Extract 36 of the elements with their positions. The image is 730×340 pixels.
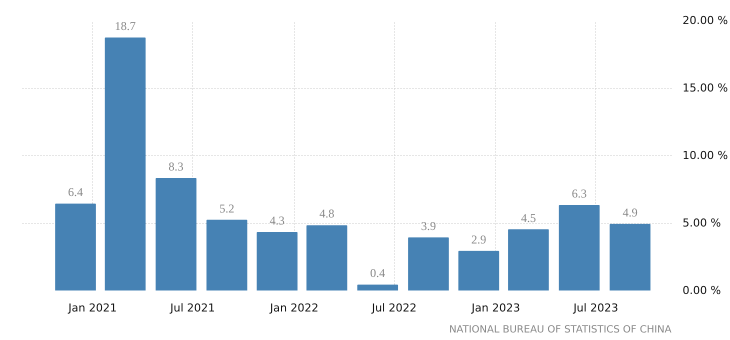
data-label: 5.2	[219, 201, 234, 216]
data-label: 18.7	[114, 19, 136, 34]
y-tick-label: 10.00 %	[682, 149, 728, 162]
x-tick-label: Jan 2023	[470, 302, 520, 314]
bar	[508, 229, 549, 290]
text: NATIONAL BUREAU OF STATISTICS OF CHINA	[449, 324, 672, 336]
y-tick-label: 0.00 %	[682, 284, 721, 297]
bar	[357, 284, 398, 290]
x-tick-label: Jul 2021	[169, 302, 216, 314]
data-label: 4.8	[319, 206, 334, 221]
bar	[610, 224, 650, 290]
x-tick-label: Jul 2022	[370, 302, 417, 314]
x-tick-label: Jul 2023	[572, 302, 618, 314]
bar	[458, 250, 500, 290]
bar	[206, 220, 248, 290]
data-label: 4.3	[270, 213, 285, 228]
y-tick-label: 20.00 %	[682, 14, 728, 27]
data-label: 6.3	[572, 186, 587, 200]
bar	[558, 204, 600, 290]
data-label: 3.9	[420, 218, 436, 233]
data-label: 8.3	[168, 159, 184, 174]
bar	[55, 204, 96, 290]
data-label: 4.9	[622, 205, 638, 220]
x-tick-label: Jan 2021	[67, 302, 117, 314]
bar	[256, 232, 298, 290]
y-tick-label: 15.00 %	[682, 82, 728, 94]
data-label: 2.9	[471, 232, 486, 246]
y-tick-label: 5.00 %	[682, 216, 721, 230]
bar	[408, 237, 449, 290]
data-label: 0.4	[370, 266, 386, 280]
bar	[104, 38, 146, 290]
bar	[156, 178, 196, 290]
bar	[306, 225, 348, 290]
data-label: 6.4	[68, 185, 84, 200]
x-tick-label: Jan 2022	[269, 302, 318, 314]
data-label: 4.5	[520, 210, 536, 225]
